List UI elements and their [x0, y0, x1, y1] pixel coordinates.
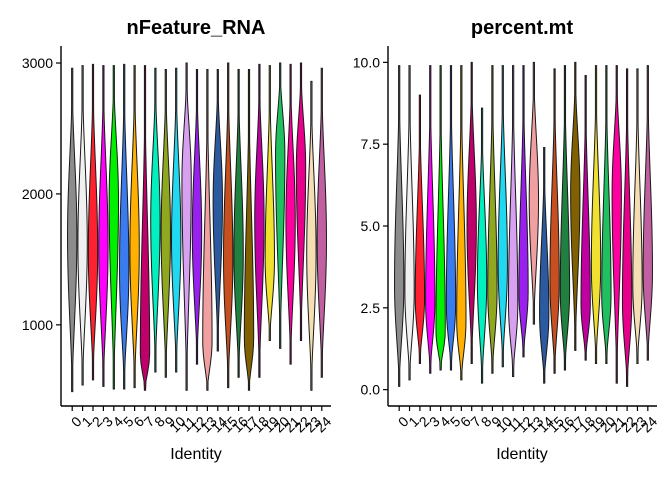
violin-4 — [108, 65, 119, 390]
violin-1 — [404, 65, 415, 381]
violin-10 — [497, 65, 508, 368]
violin-1 — [77, 65, 88, 386]
y-tick-label: 2000 — [22, 186, 53, 202]
violin-9 — [160, 69, 171, 378]
violin-24 — [642, 65, 653, 361]
violin-6 — [129, 65, 140, 389]
violin-12 — [191, 69, 203, 365]
violin-22 — [295, 62, 307, 342]
y-tick-label: 7.5 — [361, 136, 381, 152]
violin-15 — [223, 62, 234, 389]
panel-percent-mt: percent.mt Identity 0.02.55.07.510.00123… — [353, 17, 661, 463]
violin-16 — [233, 69, 244, 378]
violin-0 — [394, 65, 405, 387]
y-tick-label: 5.0 — [361, 218, 381, 234]
y-tick-label: 0.0 — [361, 382, 381, 398]
violin-10 — [171, 67, 182, 373]
violin-14 — [539, 146, 550, 384]
violin-3 — [98, 65, 109, 387]
violin-24 — [316, 67, 327, 378]
violin-20 — [601, 65, 612, 364]
x-axis-label: Identity — [170, 446, 222, 463]
violin-23 — [306, 80, 317, 391]
violin-3 — [425, 65, 436, 374]
violin-17 — [570, 61, 581, 351]
x-axis-label: Identity — [496, 446, 548, 463]
violin-4 — [435, 65, 446, 371]
violin-12 — [518, 65, 529, 358]
violin-20 — [275, 62, 286, 349]
violin-11 — [181, 62, 192, 391]
panel-title: nFeature_RNA — [127, 17, 266, 39]
violin-5 — [119, 63, 130, 390]
violin-6 — [456, 65, 467, 381]
violin-18 — [580, 74, 591, 361]
violin-2 — [414, 94, 426, 364]
violin-19 — [590, 65, 602, 364]
violin-5 — [445, 65, 457, 371]
violin-21 — [285, 63, 296, 365]
violin-19 — [264, 65, 275, 342]
violin-8 — [476, 107, 488, 384]
violin-18 — [254, 63, 265, 378]
violin-0 — [67, 67, 78, 393]
violin-17 — [243, 69, 255, 391]
violin-14 — [212, 69, 223, 352]
violin-7 — [139, 65, 151, 391]
violin-23 — [632, 68, 643, 364]
y-tick-label: 3000 — [22, 55, 53, 71]
y-tick-label: 2.5 — [361, 300, 381, 316]
violin-11 — [507, 65, 519, 378]
violin-16 — [559, 65, 571, 371]
y-tick-label: 1000 — [22, 317, 53, 333]
violin-7 — [466, 61, 477, 364]
violin-15 — [549, 68, 560, 374]
violin-2 — [87, 63, 99, 381]
violin-8 — [150, 67, 161, 373]
panel-title: percent.mt — [471, 17, 574, 39]
violin-9 — [487, 65, 498, 374]
violin-13 — [528, 61, 540, 325]
violin-22 — [621, 68, 633, 387]
violin-21 — [611, 65, 622, 384]
panel-nfeature-rna: nFeature_RNA Identity 100020003000012345… — [22, 17, 335, 463]
violin-13 — [202, 69, 213, 391]
y-tick-label: 10.0 — [353, 54, 380, 70]
